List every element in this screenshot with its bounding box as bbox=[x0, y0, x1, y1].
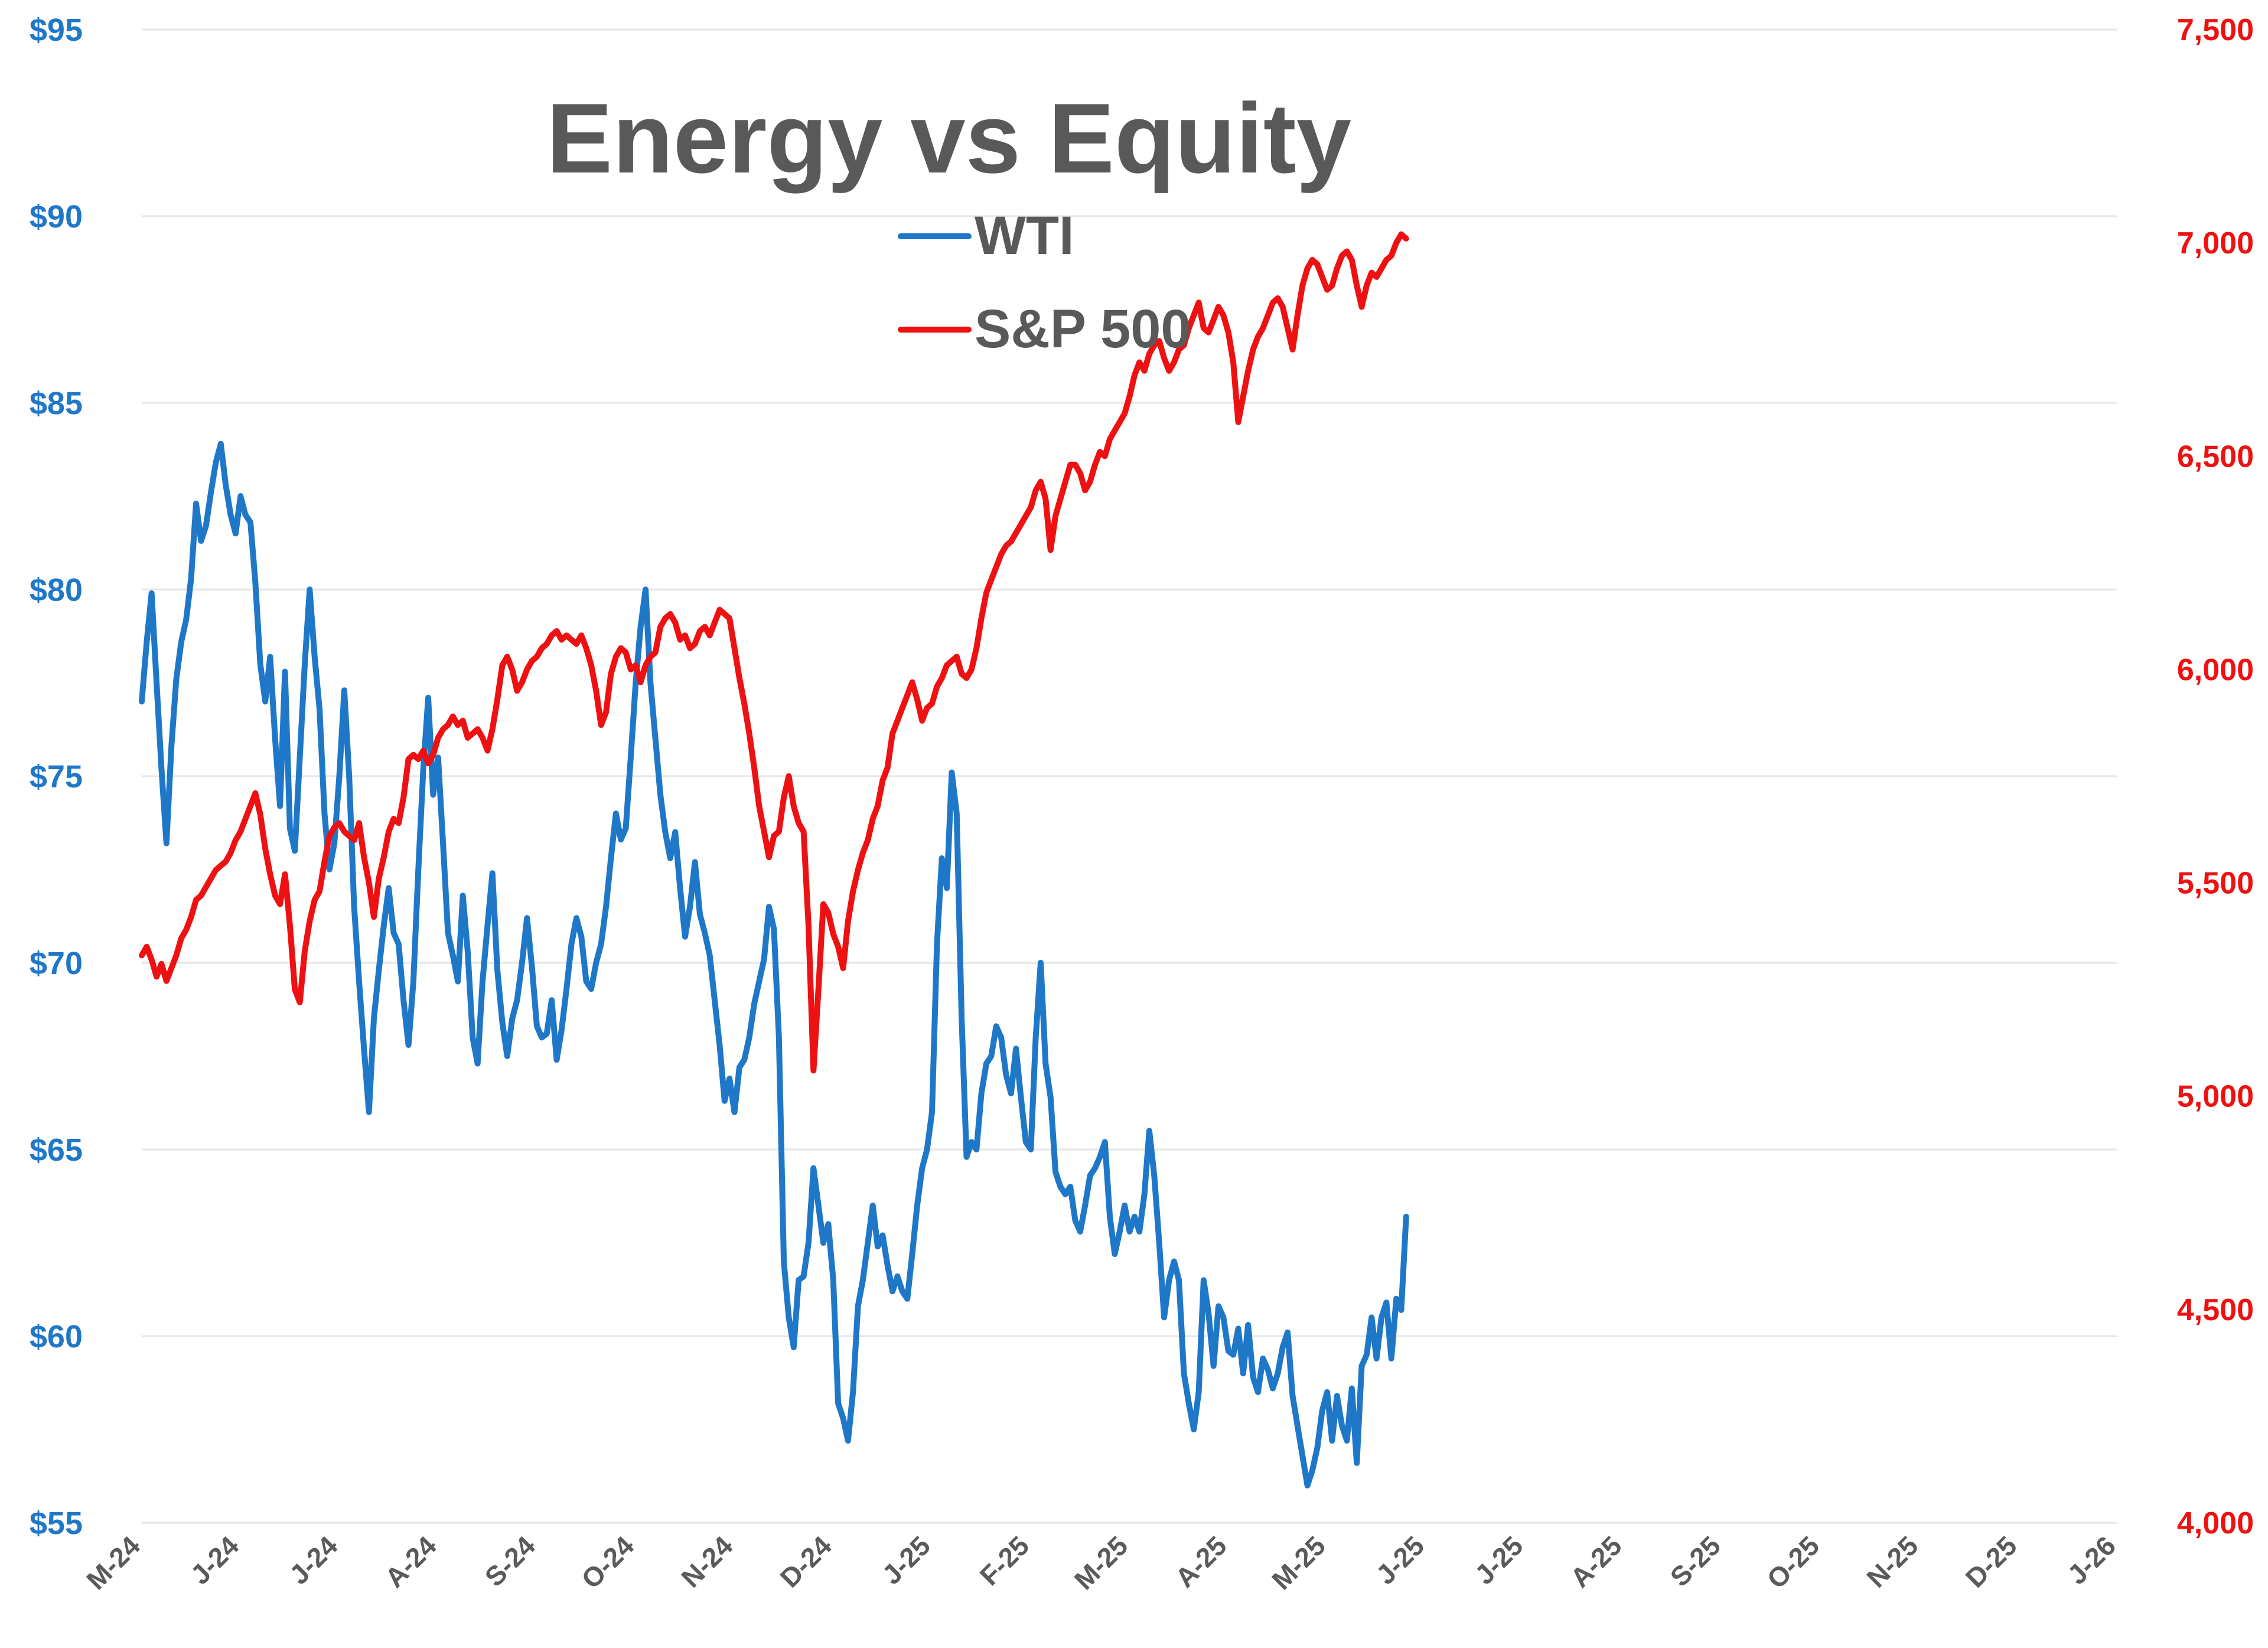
right-axis-tick-label: 7,000 bbox=[2177, 226, 2254, 260]
legend-wti-label: WTI bbox=[975, 206, 1074, 266]
left-y-axis: $55 $60 $65 $70 $75 $80 $85 $90 $95 bbox=[30, 12, 83, 1541]
chart-title: Energy vs Equity bbox=[546, 83, 1351, 194]
right-axis-tick-label: 4,000 bbox=[2177, 1506, 2254, 1540]
left-axis-tick-label: $95 bbox=[30, 12, 83, 48]
series-line-sp500 bbox=[139, 231, 1409, 1074]
right-axis-tick-label: 7,500 bbox=[2177, 13, 2254, 47]
left-axis-tick-label: $85 bbox=[30, 386, 83, 421]
left-axis-tick-label: $75 bbox=[30, 759, 83, 794]
left-axis-tick-label: $70 bbox=[30, 946, 83, 981]
right-axis-tick-label: 6,500 bbox=[2177, 439, 2254, 474]
right-axis-tick-label: 6,000 bbox=[2177, 653, 2254, 687]
series-line-wti bbox=[139, 441, 1409, 1489]
right-axis-tick-label: 4,500 bbox=[2177, 1293, 2254, 1327]
left-axis-tick-label: $90 bbox=[30, 199, 83, 235]
legend-sp500-label: S&P 500 bbox=[975, 299, 1191, 359]
left-axis-tick-label: $65 bbox=[30, 1132, 83, 1168]
left-axis-tick-label: $55 bbox=[30, 1506, 83, 1541]
right-axis-tick-label: 5,000 bbox=[2177, 1080, 2254, 1114]
right-y-axis: 4,000 4,500 5,000 5,500 6,000 6,500 7,000 7,500 bbox=[2177, 13, 2254, 1540]
legend: WTI S&P 500 bbox=[898, 206, 1191, 359]
left-axis-tick-label: $80 bbox=[30, 572, 83, 608]
right-axis-tick-label: 5,500 bbox=[2177, 867, 2254, 901]
series-layer bbox=[139, 231, 1409, 1489]
left-axis-tick-label: $60 bbox=[30, 1319, 83, 1354]
